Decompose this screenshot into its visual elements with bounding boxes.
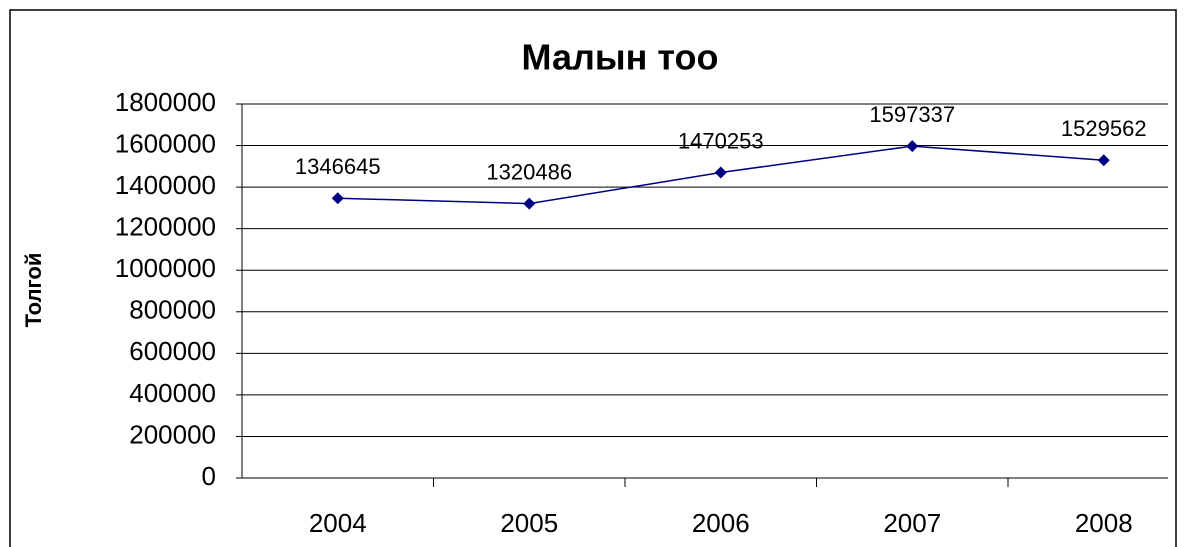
y-tick-label: 1200000 bbox=[115, 212, 216, 242]
y-tick-label: 200000 bbox=[129, 419, 216, 449]
data-point bbox=[331, 192, 344, 205]
x-tick-label: 2006 bbox=[692, 508, 750, 538]
data-point bbox=[1097, 154, 1110, 167]
data-label: 1320486 bbox=[486, 159, 572, 184]
x-tick-label: 2007 bbox=[883, 508, 941, 538]
chart-title: Малын тоо bbox=[522, 37, 719, 78]
y-axis-label: Толгой bbox=[21, 253, 46, 328]
y-tick-label: 1600000 bbox=[115, 128, 216, 158]
data-label: 1470253 bbox=[678, 128, 764, 153]
data-label: 1346645 bbox=[295, 154, 381, 179]
y-tick-label: 800000 bbox=[129, 295, 216, 325]
data-label: 1597337 bbox=[869, 102, 955, 127]
data-point bbox=[523, 197, 536, 210]
chart-border bbox=[9, 9, 1177, 547]
x-tick-label: 2004 bbox=[309, 508, 367, 538]
y-tick-label: 400000 bbox=[129, 378, 216, 408]
y-tick-label: 1800000 bbox=[115, 87, 216, 117]
data-point bbox=[906, 140, 919, 153]
x-tick-label: 2005 bbox=[500, 508, 558, 538]
y-tick-label: 1000000 bbox=[115, 253, 216, 283]
y-tick-label: 600000 bbox=[129, 336, 216, 366]
y-tick-label: 1400000 bbox=[115, 170, 216, 200]
y-tick-label: 0 bbox=[202, 461, 216, 491]
data-point bbox=[714, 166, 727, 179]
x-tick-label: 2008 bbox=[1075, 508, 1133, 538]
data-label: 1529562 bbox=[1061, 116, 1147, 141]
